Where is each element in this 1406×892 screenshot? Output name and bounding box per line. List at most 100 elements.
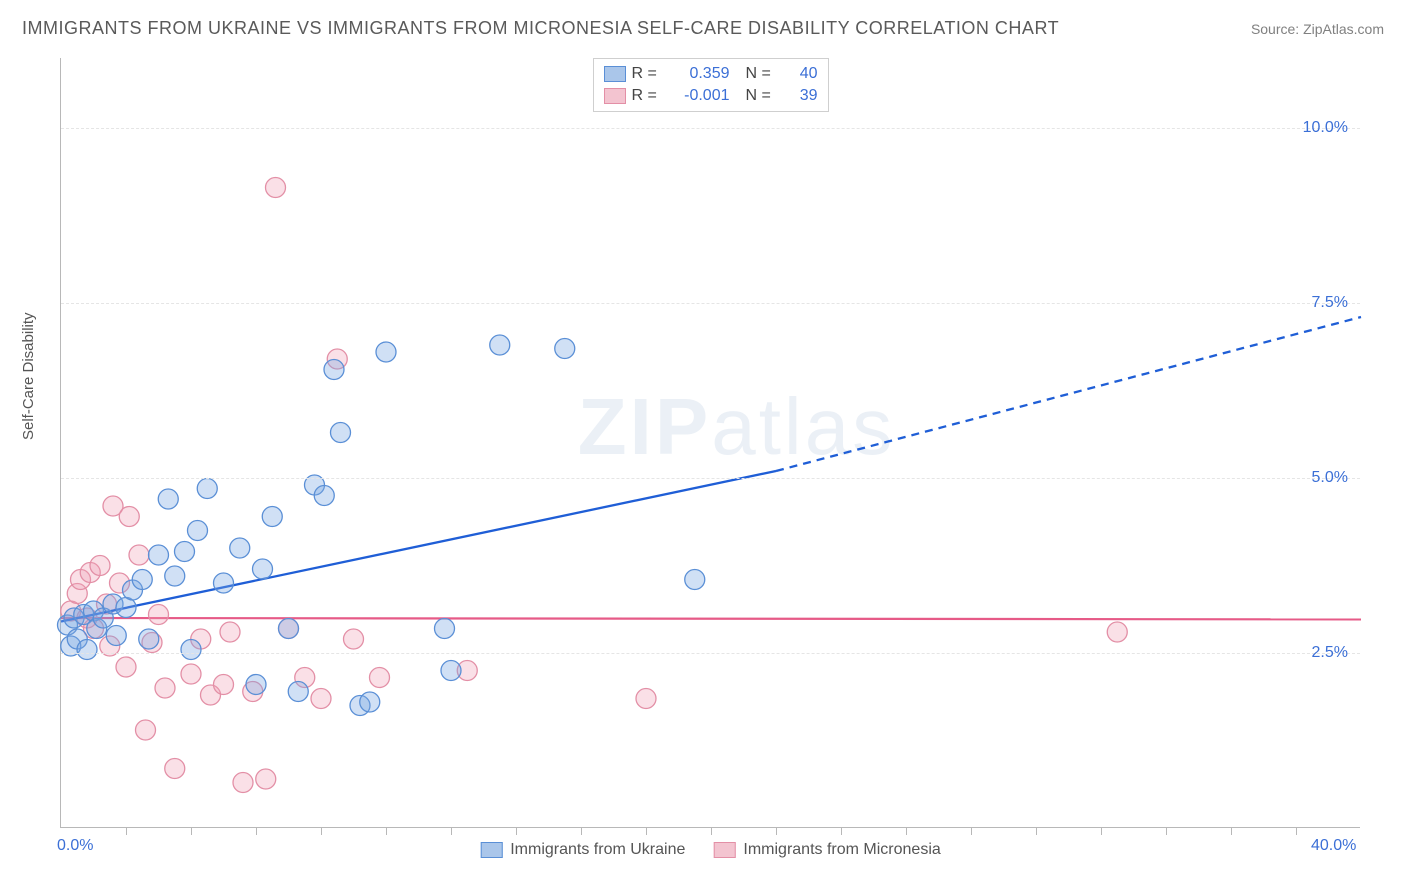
legend-row: R = -0.001 N = 39 — [604, 85, 818, 107]
correlation-legend: R = 0.359 N = 40 R = -0.001 N = 39 — [593, 58, 829, 112]
data-point — [158, 489, 178, 509]
legend-swatch — [480, 842, 502, 858]
legend-swatch — [713, 842, 735, 858]
x-tick — [646, 827, 647, 835]
data-point — [233, 773, 253, 793]
data-point — [129, 545, 149, 565]
legend-r-value: 0.359 — [668, 63, 730, 85]
gridline — [61, 478, 1360, 479]
data-point — [197, 479, 217, 499]
data-point — [360, 692, 380, 712]
scatter-svg — [61, 58, 1360, 827]
x-tick-label: 40.0% — [1311, 837, 1356, 855]
data-point — [314, 486, 334, 506]
x-tick — [776, 827, 777, 835]
data-point — [324, 360, 344, 380]
data-point — [181, 664, 201, 684]
legend-item: Immigrants from Micronesia — [713, 841, 940, 859]
x-tick — [906, 827, 907, 835]
data-point — [214, 675, 234, 695]
data-point — [106, 626, 126, 646]
legend-swatch — [604, 88, 626, 104]
data-point — [331, 423, 351, 443]
y-tick-label: 10.0% — [1303, 119, 1348, 137]
x-tick — [126, 827, 127, 835]
gridline — [61, 128, 1360, 129]
gridline — [61, 303, 1360, 304]
data-point — [311, 689, 331, 709]
series-legend: Immigrants from Ukraine Immigrants from M… — [480, 841, 941, 859]
data-point — [636, 689, 656, 709]
data-point — [188, 521, 208, 541]
legend-r-label: R = — [632, 85, 662, 107]
x-tick — [841, 827, 842, 835]
legend-item: Immigrants from Ukraine — [480, 841, 685, 859]
data-point — [77, 640, 97, 660]
data-point — [139, 629, 159, 649]
x-tick — [256, 827, 257, 835]
data-point — [230, 538, 250, 558]
data-point — [155, 678, 175, 698]
x-tick — [451, 827, 452, 835]
chart-title: IMMIGRANTS FROM UKRAINE VS IMMIGRANTS FR… — [22, 18, 1059, 39]
legend-row: R = 0.359 N = 40 — [604, 63, 818, 85]
data-point — [175, 542, 195, 562]
data-point — [165, 566, 185, 586]
y-tick-label: 2.5% — [1312, 644, 1348, 662]
legend-r-value: -0.001 — [668, 85, 730, 107]
x-tick — [971, 827, 972, 835]
x-tick — [191, 827, 192, 835]
trend-line — [61, 618, 1361, 619]
legend-n-value: 39 — [782, 85, 818, 107]
data-point — [214, 573, 234, 593]
legend-n-label: N = — [746, 85, 776, 107]
x-tick — [1101, 827, 1102, 835]
x-tick — [581, 827, 582, 835]
source-attribution: Source: ZipAtlas.com — [1251, 21, 1384, 37]
legend-n-label: N = — [746, 63, 776, 85]
data-point — [220, 622, 240, 642]
data-point — [165, 759, 185, 779]
x-tick — [1296, 827, 1297, 835]
data-point — [136, 720, 156, 740]
data-point — [119, 507, 139, 527]
y-axis-label: Self-Care Disability — [20, 312, 37, 440]
x-tick — [1231, 827, 1232, 835]
data-point — [490, 335, 510, 355]
data-point — [90, 556, 110, 576]
data-point — [253, 559, 273, 579]
data-point — [370, 668, 390, 688]
data-point — [435, 619, 455, 639]
data-point — [181, 640, 201, 660]
data-point — [266, 178, 286, 198]
x-tick — [386, 827, 387, 835]
data-point — [149, 605, 169, 625]
data-point — [116, 657, 136, 677]
x-tick — [1036, 827, 1037, 835]
data-point — [1107, 622, 1127, 642]
data-point — [555, 339, 575, 359]
source-prefix: Source: — [1251, 21, 1303, 37]
data-point — [262, 507, 282, 527]
legend-series-name: Immigrants from Micronesia — [743, 841, 940, 859]
data-point — [132, 570, 152, 590]
data-point — [344, 629, 364, 649]
data-point — [288, 682, 308, 702]
trend-line-extrapolated — [776, 317, 1361, 471]
legend-r-label: R = — [632, 63, 662, 85]
plot-area: ZIPatlas R =0.359N =40R =-0.001N =39 Imm… — [60, 58, 1360, 828]
x-tick — [1166, 827, 1167, 835]
data-point — [441, 661, 461, 681]
data-point — [685, 570, 705, 590]
x-tick — [711, 827, 712, 835]
legend-n-value: 40 — [782, 63, 818, 85]
y-tick-label: 7.5% — [1312, 294, 1348, 312]
y-tick-label: 5.0% — [1312, 469, 1348, 487]
x-tick-label: 0.0% — [57, 837, 93, 855]
x-tick — [321, 827, 322, 835]
data-point — [149, 545, 169, 565]
x-tick — [516, 827, 517, 835]
source-link[interactable]: ZipAtlas.com — [1303, 21, 1384, 37]
data-point — [376, 342, 396, 362]
gridline — [61, 653, 1360, 654]
